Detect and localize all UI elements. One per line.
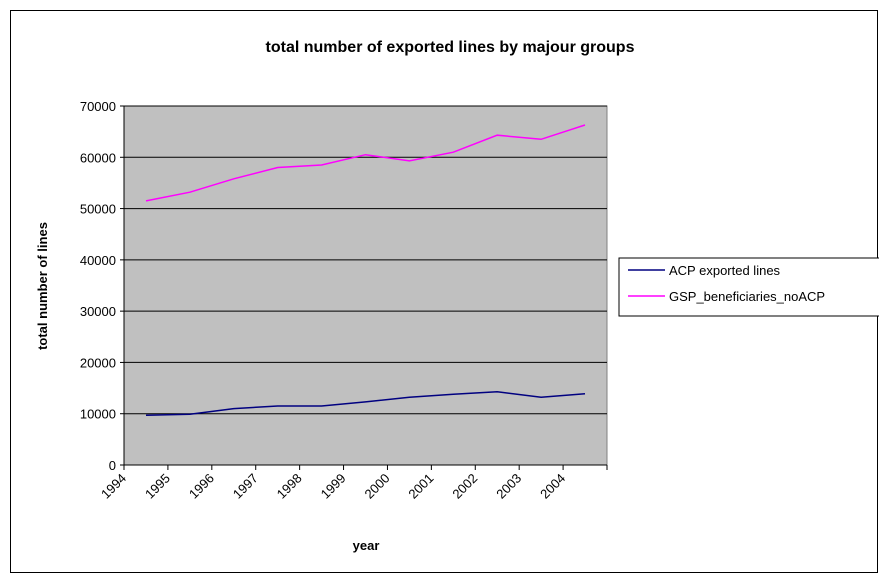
x-tick-label: 2002 (449, 471, 480, 502)
legend-label-gsp: GSP_beneficiaries_noACP (669, 289, 825, 304)
y-tick-label: 0 (109, 458, 116, 473)
y-tick-label: 60000 (80, 150, 116, 165)
y-tick-label: 70000 (80, 99, 116, 114)
x-tick-label: 2004 (537, 471, 568, 502)
x-tick-label: 2001 (405, 471, 436, 502)
x-tick-label: 1996 (186, 471, 217, 502)
y-tick-label: 40000 (80, 253, 116, 268)
x-tick-label: 1994 (98, 471, 129, 502)
y-tick-label: 20000 (80, 355, 116, 370)
axes (123, 106, 607, 466)
x-tick-labels: 1994 1995 1996 1997 1998 1999 2000 2001 2002 2003… (98, 465, 608, 502)
y-tick-label: 50000 (80, 202, 116, 217)
y-axis-title: total number of lines (35, 222, 50, 350)
x-tick-label: 1999 (318, 471, 349, 502)
chart-title: total number of exported lines by majour… (266, 39, 635, 56)
legend: ACP exported lines GSP_beneficiaries_noA… (618, 257, 879, 317)
gridlines (124, 105, 607, 415)
y-tick-label: 30000 (80, 304, 116, 319)
y-tick-label: 10000 (80, 407, 116, 422)
x-tick-label: 2000 (362, 471, 393, 502)
series-line-0 (145, 390, 586, 417)
x-tick-label: 1995 (142, 471, 173, 502)
series-line-1 (145, 124, 586, 202)
x-tick-label: 2003 (493, 471, 524, 502)
x-tick-label: 1998 (274, 471, 305, 502)
series-lines (145, 124, 586, 417)
legend-box (618, 257, 879, 317)
plot-area (123, 105, 608, 466)
legend-label-acp: ACP exported lines (669, 263, 781, 278)
x-tick-label: 1997 (230, 471, 261, 502)
x-axis-title: year (353, 538, 380, 553)
y-tick-labels: 0 10000 20000 30000 40000 50000 60000 70000 (80, 99, 124, 473)
